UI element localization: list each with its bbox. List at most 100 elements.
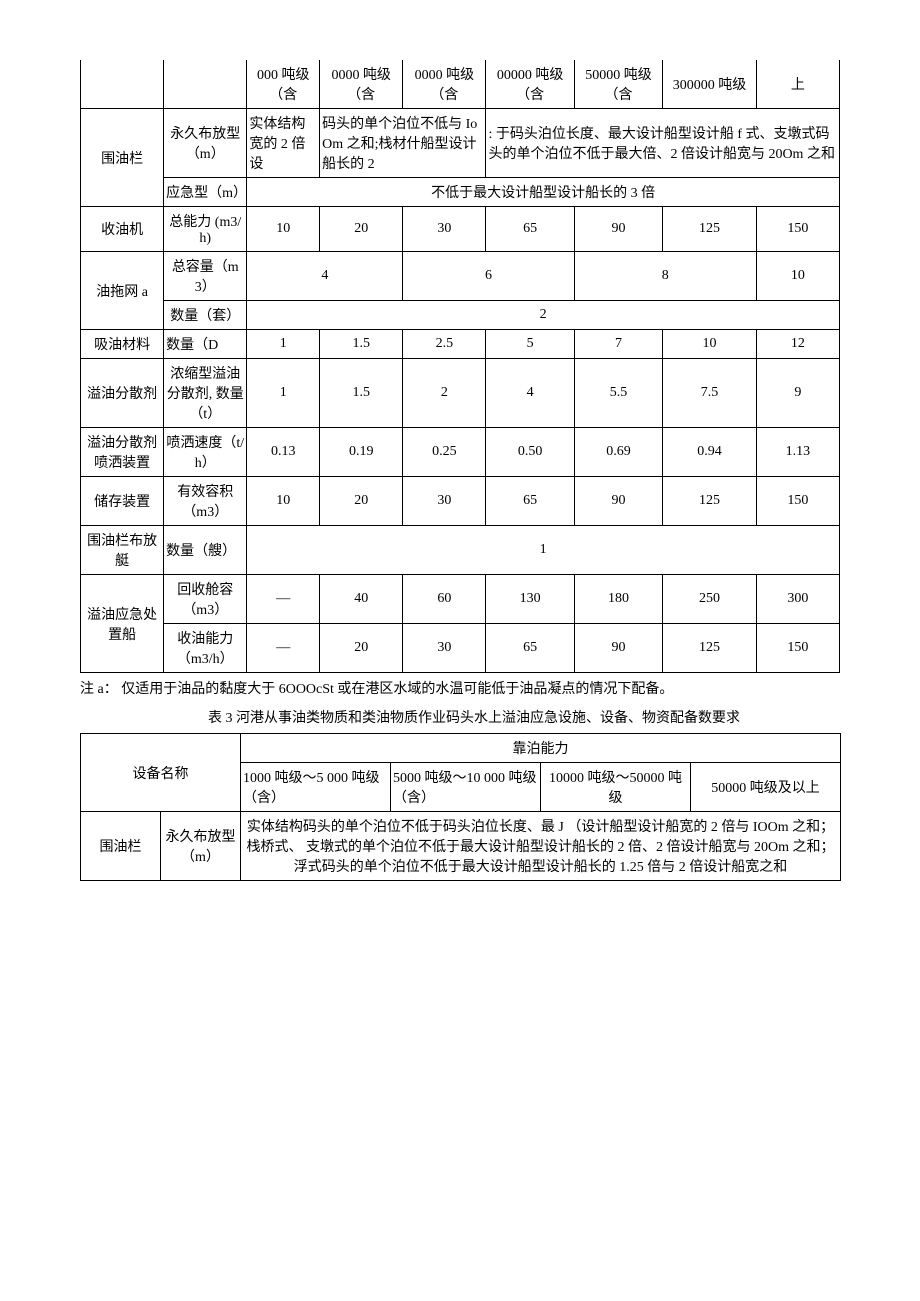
header-blank-1	[81, 60, 164, 109]
t3-equip-label: 设备名称	[81, 734, 241, 812]
t3-cap-label: 靠泊能力	[241, 734, 841, 763]
storage-v6: 150	[756, 477, 839, 526]
ship-col-v5: 125	[663, 624, 757, 673]
skimmer-v3: 65	[486, 207, 574, 252]
row-boom-emerg-val: 不低于最大设计船型设计船长的 3 倍	[247, 178, 840, 207]
sprayer-v3: 0.50	[486, 428, 574, 477]
sprayer-v4: 0.69	[574, 428, 662, 477]
trawl-qty-val: 2	[247, 301, 840, 330]
trawl-cap-2: 8	[574, 252, 756, 301]
t3-cap-1: 5000 吨级～10 000 吨级（含）	[391, 763, 541, 812]
skimmer-v6: 150	[756, 207, 839, 252]
dispersant-v2: 2	[403, 359, 486, 428]
row-boom-perm-c3: : 于码头泊位长度、最大设计船型设计船 f 式、支墩式码头的单个泊位不低于最大倍…	[486, 109, 840, 178]
row-boom-perm-c1: 实体结构宽的 2 倍设	[247, 109, 320, 178]
col-h-1: 0000 吨级（含	[320, 60, 403, 109]
ship-col-v4: 90	[574, 624, 662, 673]
header-blank-2	[164, 60, 247, 109]
storage-v3: 65	[486, 477, 574, 526]
absorbent-v1: 1.5	[320, 330, 403, 359]
storage-v5: 125	[663, 477, 757, 526]
table-3: 设备名称 靠泊能力 1000 吨级～5 000 吨级（含） 5000 吨级～10…	[80, 733, 841, 881]
sprayer-v6: 1.13	[756, 428, 839, 477]
dispersant-v1: 1.5	[320, 359, 403, 428]
ship-col-v6: 150	[756, 624, 839, 673]
dispersant-v3: 4	[486, 359, 574, 428]
skimmer-v5: 125	[663, 207, 757, 252]
t3-cap-2: 10000 吨级～50000 吨级	[541, 763, 691, 812]
dispersant-v4: 5.5	[574, 359, 662, 428]
ship-col-v1: 20	[320, 624, 403, 673]
absorbent-v2: 2.5	[403, 330, 486, 359]
row-trawl-name: 油拖网 a	[81, 252, 164, 330]
ship-rec-v0: —	[247, 575, 320, 624]
skimmer-v0: 10	[247, 207, 320, 252]
row-boom-emerg-label: 应急型（m）	[164, 178, 247, 207]
dispersant-v6: 9	[756, 359, 839, 428]
storage-v1: 20	[320, 477, 403, 526]
row-ship-recover-label: 回收舱容（m3）	[164, 575, 247, 624]
sprayer-v0: 0.13	[247, 428, 320, 477]
sprayer-v2: 0.25	[403, 428, 486, 477]
storage-v4: 90	[574, 477, 662, 526]
note-a: 注 a： 仅适用于油品的黏度大于 6OOOcSt 或在港区水域的水温可能低于油品…	[80, 679, 840, 701]
ship-rec-v1: 40	[320, 575, 403, 624]
absorbent-v3: 5	[486, 330, 574, 359]
ship-rec-v5: 250	[663, 575, 757, 624]
skimmer-v1: 20	[320, 207, 403, 252]
row-skimmer-spec: 总能力 (m3/h)	[164, 207, 247, 252]
ship-col-v2: 30	[403, 624, 486, 673]
t3-cap-3: 50000 吨级及以上	[691, 763, 841, 812]
row-storage-name: 储存装置	[81, 477, 164, 526]
ship-rec-v2: 60	[403, 575, 486, 624]
ship-rec-v4: 180	[574, 575, 662, 624]
t3-boom-perm-label: 永久布放型（m）	[161, 812, 241, 881]
absorbent-v0: 1	[247, 330, 320, 359]
trawl-cap-0: 4	[247, 252, 403, 301]
storage-v2: 30	[403, 477, 486, 526]
col-h-3: 00000 吨级（含	[486, 60, 574, 109]
col-h-0: 000 吨级（含	[247, 60, 320, 109]
row-absorbent-spec: 数量（D	[164, 330, 247, 359]
ship-rec-v3: 130	[486, 575, 574, 624]
row-trawl-cap-label: 总容量（m3）	[164, 252, 247, 301]
dispersant-v0: 1	[247, 359, 320, 428]
ship-col-v0: —	[247, 624, 320, 673]
col-h-2: 0000 吨级（含	[403, 60, 486, 109]
sprayer-v1: 0.19	[320, 428, 403, 477]
skimmer-v4: 90	[574, 207, 662, 252]
ship-col-v3: 65	[486, 624, 574, 673]
boomboat-val: 1	[247, 526, 840, 575]
row-dispersant-name: 溢油分散剂	[81, 359, 164, 428]
row-boomboat-spec: 数量（艘）	[164, 526, 247, 575]
t3-boom-perm-text: 实体结构码头的单个泊位不低于码头泊位长度、最 J （设计船型设计船宽的 2 倍与…	[241, 812, 841, 881]
row-boom-perm-c2: 码头的单个泊位不低与 IoOm 之和;栈材什船型设计船长的 2	[320, 109, 486, 178]
row-boom-name: 围油栏	[81, 109, 164, 207]
table-1: 000 吨级（含 0000 吨级（含 0000 吨级（含 00000 吨级（含 …	[80, 60, 840, 673]
row-dispersant-spec: 浓缩型溢油分散剂, 数量（t）	[164, 359, 247, 428]
row-sprayer-spec: 喷洒速度（t/h）	[164, 428, 247, 477]
t3-cap-0: 1000 吨级～5 000 吨级（含）	[241, 763, 391, 812]
t3-boom-name: 围油栏	[81, 812, 161, 881]
skimmer-v2: 30	[403, 207, 486, 252]
row-boomboat-name: 围油栏布放艇	[81, 526, 164, 575]
dispersant-v5: 7.5	[663, 359, 757, 428]
table-3-title: 表 3 河港从事油类物质和类油物质作业码头水上溢油应急设施、设备、物资配备数要求	[80, 707, 840, 727]
ship-rec-v6: 300	[756, 575, 839, 624]
absorbent-v6: 12	[756, 330, 839, 359]
trawl-cap-1: 6	[403, 252, 575, 301]
col-h-4: 50000 吨级（含	[574, 60, 662, 109]
absorbent-v5: 10	[663, 330, 757, 359]
row-absorbent-name: 吸油材料	[81, 330, 164, 359]
trawl-cap-3: 10	[756, 252, 839, 301]
row-ship-collect-label: 收油能力（m3/h）	[164, 624, 247, 673]
col-h-5: 300000 吨级	[663, 60, 757, 109]
row-boom-perm-label: 永久布放型（m）	[164, 109, 247, 178]
sprayer-v5: 0.94	[663, 428, 757, 477]
storage-v0: 10	[247, 477, 320, 526]
row-ship-name: 溢油应急处置船	[81, 575, 164, 673]
col-h-6: 上	[756, 60, 839, 109]
absorbent-v4: 7	[574, 330, 662, 359]
row-sprayer-name: 溢油分散剂喷洒装置	[81, 428, 164, 477]
row-trawl-qty-label: 数量（套）	[164, 301, 247, 330]
